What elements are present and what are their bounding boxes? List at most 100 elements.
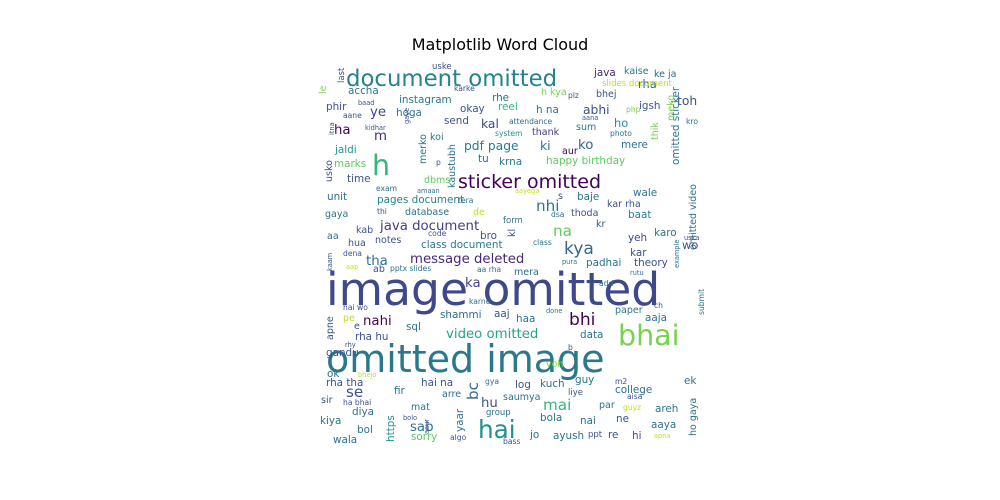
word-plz: plz	[568, 91, 579, 100]
word-gya: gya	[485, 377, 499, 386]
word-ha: ha	[334, 123, 351, 138]
word-pages-document: pages document	[377, 194, 464, 206]
word-aaya: aaya	[651, 419, 676, 431]
word-group: group	[486, 408, 511, 418]
word-baad: baad	[358, 99, 374, 107]
word-wale: wale	[633, 187, 657, 199]
word-amaan: amaan	[417, 187, 440, 195]
word-re: re	[608, 429, 618, 441]
word-wala: wala	[333, 434, 357, 446]
word-image-omitted: image omitted	[326, 263, 660, 316]
word-last: last	[337, 67, 347, 83]
word-tu: tu	[478, 153, 489, 165]
word-baje: baje	[577, 191, 599, 203]
word-yeh: yeh	[628, 232, 647, 244]
word-e: e	[354, 321, 360, 332]
word-okay: okay	[460, 103, 485, 115]
word-aaja: aaja	[645, 312, 667, 324]
word-guyz: guyz	[623, 403, 641, 412]
word-hi: hi	[632, 430, 641, 442]
word-par: par	[599, 400, 615, 411]
word-mai: mai	[543, 396, 571, 414]
word-thi: thi	[377, 207, 387, 216]
word-kaise: kaise	[624, 66, 649, 77]
word-bhejo: bhejo	[358, 371, 376, 379]
word-bol: bol	[357, 424, 373, 436]
word-h-kya: h kya	[541, 87, 567, 98]
word-sum: sum	[576, 122, 596, 133]
word-kiya: kiya	[320, 415, 341, 427]
word-karne: karne	[469, 297, 491, 306]
word-pura: pura	[562, 258, 577, 266]
word-rha-tha: rha tha	[326, 377, 363, 389]
word-instagram: instagram	[399, 94, 452, 106]
word-thank: thank	[532, 127, 560, 138]
word-database: database	[405, 207, 449, 218]
word-sticker-omitted: sticker omitted	[458, 171, 601, 193]
word-notes: notes	[375, 235, 401, 246]
word-se: se	[346, 383, 363, 401]
word-diya: diya	[352, 406, 374, 418]
chart-title: Matplotlib Word Cloud	[411, 35, 589, 54]
word-baat: baat	[628, 209, 651, 221]
word-ne: ne	[616, 413, 629, 425]
word-example: example	[673, 240, 681, 268]
word-data: data	[580, 329, 603, 341]
word-wo: wo	[682, 238, 698, 252]
word-mat: mat	[411, 402, 430, 413]
word-done: done	[546, 307, 562, 315]
word-padhai: padhai	[586, 257, 621, 269]
word-rha-hu: rha hu	[355, 331, 389, 343]
word-gandu: gandu	[326, 347, 359, 359]
word-message-deleted: message deleted	[410, 252, 524, 267]
word-de: de	[473, 207, 485, 218]
word-areh: areh	[655, 403, 678, 415]
word-m: m	[374, 129, 387, 144]
word-toh: toh	[677, 94, 697, 108]
word-ayush: ayush	[553, 430, 584, 442]
word-gaya: gaya	[325, 209, 348, 220]
word-karo: karo	[654, 227, 677, 239]
word-kaam: kaam	[326, 253, 334, 271]
word-kar-rha: kar rha	[607, 199, 641, 210]
word-https: https	[385, 415, 397, 442]
word-java: java	[593, 67, 616, 79]
word-b: b	[568, 343, 573, 352]
word-ab: ab	[373, 264, 385, 275]
word-ki: ki	[540, 139, 551, 153]
word-koi: koi	[430, 132, 444, 143]
word-log: log	[515, 379, 531, 391]
word-bass: bass	[503, 437, 520, 446]
word-aayega: aayega	[515, 187, 539, 195]
word-bhai: bhai	[618, 319, 680, 352]
word-uska: uska	[684, 234, 699, 242]
word-ok: ok	[327, 368, 339, 380]
word-bc: bc	[464, 382, 482, 400]
word-guy: guy	[575, 374, 594, 386]
word-abhi: abhi	[583, 103, 610, 117]
word-h-na: h na	[536, 104, 559, 116]
word-form: form	[503, 216, 523, 226]
word-thik: thik	[650, 122, 661, 140]
word-bhi: bhi	[569, 310, 595, 330]
word-usko: usko	[324, 160, 335, 182]
word-nahi: nahi	[363, 314, 392, 329]
word-voh: voh	[546, 359, 563, 370]
word-hu: hu	[481, 396, 498, 411]
word-na: na	[553, 222, 572, 240]
word-haa: haa	[516, 313, 535, 325]
word-liye: liye	[568, 388, 583, 398]
word-class: class	[533, 238, 552, 247]
word-sorry: sorry	[411, 431, 437, 443]
word-shammi: shammi	[440, 309, 482, 321]
word-hai-wo: hai wo	[343, 303, 368, 312]
word-class-document: class document	[421, 239, 503, 251]
word-hai-na: hai na	[421, 377, 453, 389]
word-php: php	[626, 105, 641, 114]
word-kl: kl	[507, 229, 518, 237]
word-igsh: igsh	[639, 100, 660, 112]
word-aap: aap	[346, 263, 358, 271]
word-ek: ek	[684, 375, 696, 387]
word-phir: phir	[326, 101, 347, 113]
word-nhi: nhi	[536, 197, 559, 215]
